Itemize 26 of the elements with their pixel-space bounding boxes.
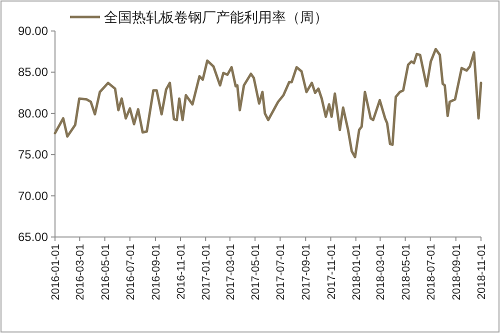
x-tick-label: 2016-05-01 [100, 244, 112, 300]
x-tick-label: 2018-09-01 [450, 244, 463, 300]
x-tick-label: 2016-09-01 [150, 244, 162, 300]
x-tick-label: 2016-11-01 [176, 244, 188, 300]
x-tick-label: 2018-03-01 [375, 244, 388, 300]
x-tick-label: 2018-05-01 [400, 244, 412, 300]
legend-label: 全国热轧板卷钢厂产能利用率（周） [104, 9, 328, 25]
y-tick-label: 70.00 [18, 188, 48, 203]
x-tick-label: 2017-07-01 [275, 244, 288, 300]
x-tick-label: 2018-11-01 [476, 244, 488, 300]
x-tick-label: 2017-05-01 [250, 244, 262, 300]
y-tick-label: 80.00 [18, 106, 48, 120]
x-tick-label: 2018-07-01 [425, 244, 438, 300]
line-series [54, 48, 482, 158]
x-tick-label: 2017-01-01 [200, 244, 213, 300]
y-tick-label: 85.00 [18, 65, 48, 80]
x-tick-label: 2017-11-01 [326, 244, 338, 300]
y-tick-label: 75.00 [18, 148, 48, 162]
y-tick-label: 65.00 [18, 230, 48, 244]
x-tick-label: 2018-01-01 [350, 244, 363, 300]
y-tick-label: 90.00 [18, 24, 48, 38]
x-tick-label: 2017-09-01 [300, 244, 313, 300]
x-tick-label: 2017-03-01 [224, 244, 237, 300]
x-tick-label: 2016-03-01 [74, 244, 87, 300]
x-tick-label: 2016-07-01 [124, 244, 137, 300]
x-tick-label: 2016-01-01 [50, 244, 62, 300]
